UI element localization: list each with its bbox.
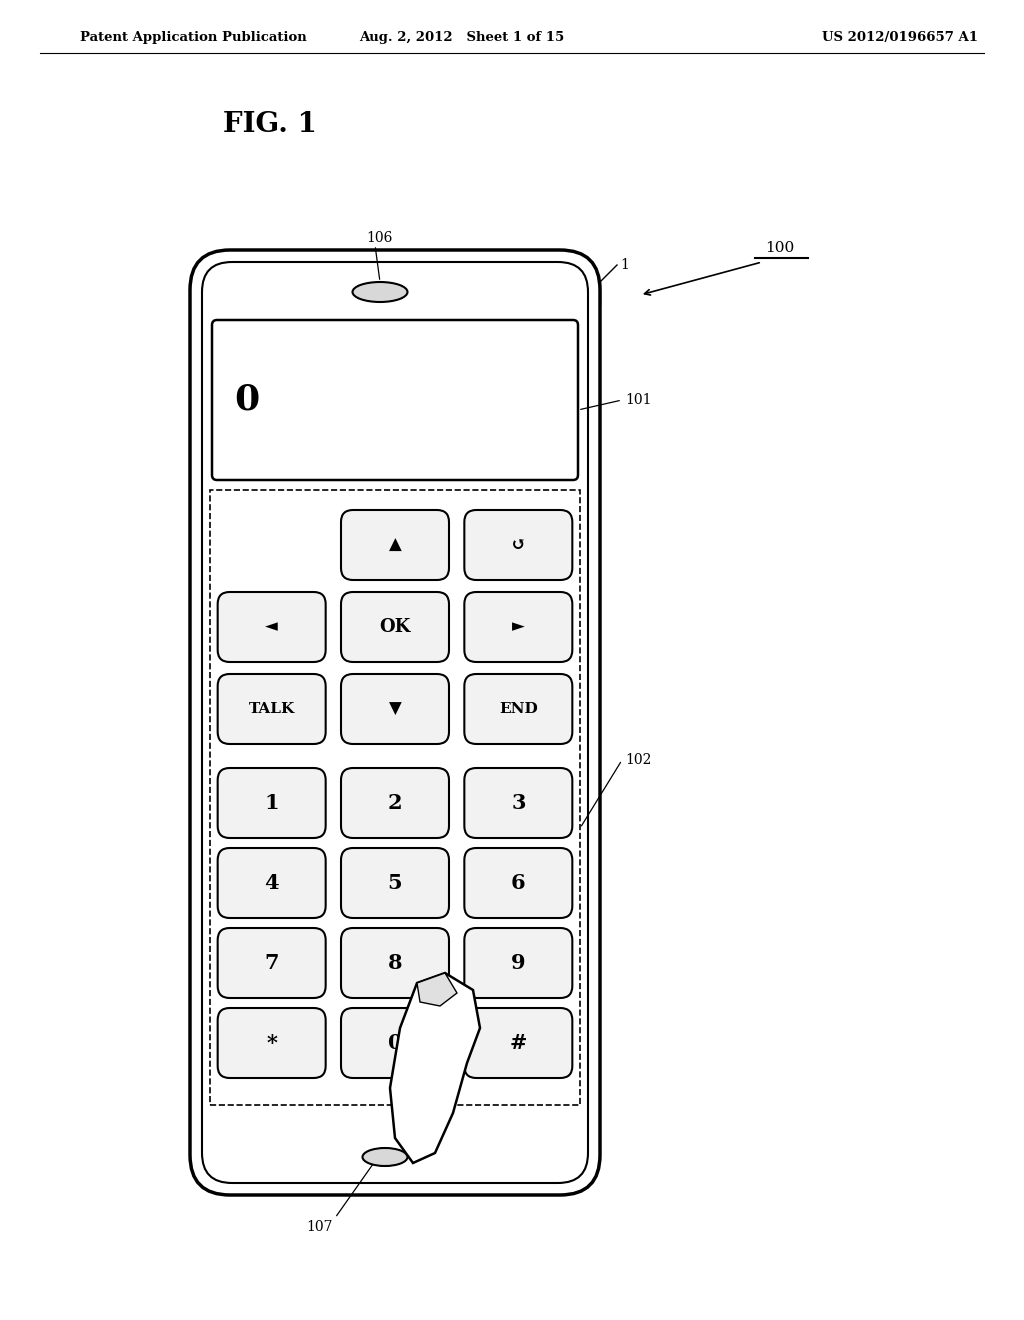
FancyBboxPatch shape — [190, 249, 600, 1195]
Text: US 2012/0196657 A1: US 2012/0196657 A1 — [822, 32, 978, 45]
Text: ◄: ◄ — [265, 619, 279, 635]
FancyBboxPatch shape — [464, 1008, 572, 1078]
FancyBboxPatch shape — [341, 675, 449, 744]
Text: 8: 8 — [388, 953, 402, 973]
Text: #: # — [510, 1034, 527, 1053]
FancyBboxPatch shape — [341, 768, 449, 838]
FancyBboxPatch shape — [212, 319, 578, 480]
Text: *: * — [266, 1034, 278, 1053]
Text: 7: 7 — [264, 953, 279, 973]
Text: 9: 9 — [511, 953, 525, 973]
FancyBboxPatch shape — [464, 768, 572, 838]
Ellipse shape — [352, 282, 408, 302]
Text: 4: 4 — [264, 873, 279, 894]
FancyBboxPatch shape — [341, 928, 449, 998]
Text: 102: 102 — [625, 752, 651, 767]
Text: 100: 100 — [765, 242, 795, 255]
Text: 0: 0 — [234, 383, 259, 417]
Text: 0: 0 — [388, 1034, 402, 1053]
FancyBboxPatch shape — [464, 847, 572, 917]
Text: TALK: TALK — [249, 702, 295, 715]
Bar — [210, 490, 580, 1105]
Text: OK: OK — [379, 618, 411, 636]
Polygon shape — [417, 973, 457, 1006]
Text: ▲: ▲ — [389, 536, 401, 553]
Ellipse shape — [362, 1148, 408, 1166]
Polygon shape — [390, 973, 480, 1163]
FancyBboxPatch shape — [464, 928, 572, 998]
Text: ↺: ↺ — [511, 536, 526, 554]
Text: ►: ► — [512, 619, 524, 635]
Text: Aug. 2, 2012   Sheet 1 of 15: Aug. 2, 2012 Sheet 1 of 15 — [359, 32, 564, 45]
Text: 3: 3 — [511, 793, 525, 813]
Text: 1: 1 — [620, 257, 629, 272]
FancyBboxPatch shape — [464, 510, 572, 579]
Text: 6: 6 — [511, 873, 525, 894]
FancyBboxPatch shape — [341, 1008, 449, 1078]
Text: 5: 5 — [388, 873, 402, 894]
Text: 1: 1 — [264, 793, 279, 813]
FancyBboxPatch shape — [202, 261, 588, 1183]
FancyBboxPatch shape — [218, 591, 326, 663]
FancyBboxPatch shape — [341, 847, 449, 917]
Text: 101: 101 — [625, 393, 651, 407]
Text: FIG. 1: FIG. 1 — [223, 111, 317, 139]
FancyBboxPatch shape — [218, 675, 326, 744]
FancyBboxPatch shape — [341, 591, 449, 663]
Text: ▼: ▼ — [389, 701, 401, 718]
FancyBboxPatch shape — [218, 847, 326, 917]
FancyBboxPatch shape — [464, 675, 572, 744]
FancyBboxPatch shape — [218, 1008, 326, 1078]
Text: 106: 106 — [367, 231, 393, 246]
FancyBboxPatch shape — [341, 510, 449, 579]
FancyBboxPatch shape — [218, 768, 326, 838]
Text: 107: 107 — [307, 1220, 333, 1234]
FancyBboxPatch shape — [218, 928, 326, 998]
Text: Patent Application Publication: Patent Application Publication — [80, 32, 307, 45]
Text: 2: 2 — [388, 793, 402, 813]
FancyBboxPatch shape — [464, 591, 572, 663]
Text: END: END — [499, 702, 538, 715]
